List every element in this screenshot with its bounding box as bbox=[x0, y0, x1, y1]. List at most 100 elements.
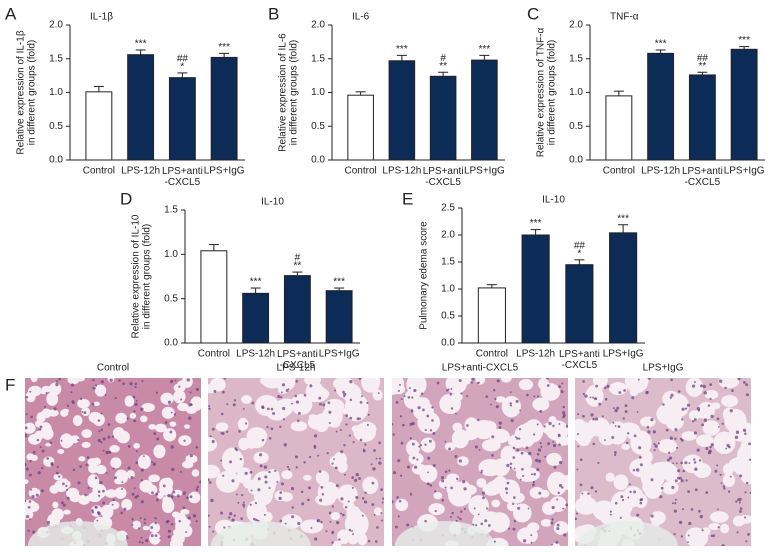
nucleus bbox=[277, 394, 281, 399]
nucleus bbox=[321, 492, 325, 496]
nucleus bbox=[373, 449, 376, 452]
nucleus bbox=[213, 389, 217, 393]
alveolus bbox=[78, 456, 86, 462]
nucleus bbox=[105, 450, 109, 455]
nucleus bbox=[526, 393, 529, 397]
nucleus bbox=[420, 392, 424, 396]
nucleus bbox=[427, 456, 431, 460]
nucleus bbox=[242, 407, 245, 410]
nucleus bbox=[284, 522, 287, 525]
nucleus bbox=[378, 461, 382, 465]
nucleus bbox=[697, 409, 701, 412]
nucleus bbox=[25, 499, 27, 503]
chart-title: IL-10 bbox=[261, 197, 284, 208]
nucleus bbox=[504, 487, 508, 491]
bar bbox=[605, 95, 633, 161]
alveolus bbox=[433, 492, 443, 500]
nucleus bbox=[143, 455, 145, 458]
nucleus bbox=[105, 471, 108, 474]
alveolus bbox=[722, 407, 736, 422]
nucleus bbox=[710, 443, 714, 447]
nucleus bbox=[485, 395, 489, 398]
alveolus bbox=[720, 523, 730, 534]
nucleus bbox=[268, 486, 271, 490]
alveolus bbox=[46, 392, 59, 406]
nucleus bbox=[102, 501, 106, 505]
nucleus bbox=[478, 448, 481, 451]
nucleus bbox=[208, 405, 211, 408]
nucleus bbox=[558, 423, 561, 425]
nucleus bbox=[130, 475, 134, 480]
nucleus bbox=[91, 402, 95, 406]
nucleus bbox=[543, 425, 546, 428]
alveolus bbox=[688, 410, 700, 421]
y-axis-label: in different groups (fold) bbox=[289, 40, 300, 145]
alveolus bbox=[310, 422, 321, 428]
x-tick-label: LPS+IgG bbox=[603, 349, 644, 360]
alveolus bbox=[162, 477, 174, 490]
bar bbox=[127, 54, 155, 161]
tissue bbox=[208, 378, 384, 546]
nucleus bbox=[170, 445, 174, 449]
nucleus bbox=[186, 496, 189, 500]
nucleus bbox=[647, 430, 651, 434]
nucleus bbox=[737, 378, 741, 381]
nucleus bbox=[716, 417, 720, 421]
alveolus bbox=[357, 533, 368, 546]
alveolus bbox=[315, 470, 330, 486]
nucleus bbox=[276, 481, 279, 484]
x-tick-label: Control bbox=[476, 349, 508, 360]
nucleus bbox=[25, 413, 28, 416]
nucleus bbox=[221, 390, 225, 394]
nucleus bbox=[424, 443, 427, 446]
nucleus bbox=[122, 382, 126, 386]
nucleus bbox=[748, 458, 751, 461]
nucleus bbox=[509, 391, 512, 394]
nucleus bbox=[208, 481, 212, 484]
nucleus bbox=[636, 513, 640, 517]
nucleus bbox=[367, 539, 371, 543]
nucleus bbox=[477, 513, 480, 516]
alveolus bbox=[29, 390, 37, 397]
nucleus bbox=[340, 497, 344, 501]
nucleus bbox=[111, 503, 114, 506]
alveolus bbox=[685, 527, 707, 546]
nucleus bbox=[252, 517, 256, 521]
nucleus bbox=[41, 449, 45, 453]
alveolus bbox=[141, 402, 155, 412]
nucleus bbox=[509, 462, 513, 466]
glass-area bbox=[394, 521, 495, 546]
nucleus bbox=[32, 530, 36, 534]
alveolus bbox=[87, 458, 98, 466]
nucleus bbox=[611, 436, 615, 440]
nucleus bbox=[614, 408, 618, 413]
nucleus bbox=[370, 463, 373, 466]
nucleus bbox=[509, 404, 512, 407]
alveolus bbox=[481, 439, 501, 452]
alveolus bbox=[361, 378, 381, 393]
nucleus bbox=[331, 531, 334, 535]
nucleus bbox=[674, 498, 677, 501]
alveolus bbox=[328, 420, 341, 428]
nucleus bbox=[451, 511, 454, 515]
nucleus bbox=[413, 465, 418, 469]
nucleus bbox=[233, 514, 236, 517]
histology-image bbox=[25, 378, 201, 546]
alveolus bbox=[48, 409, 59, 417]
nucleus bbox=[309, 455, 312, 459]
nucleus bbox=[195, 445, 199, 449]
nucleus bbox=[553, 465, 557, 469]
x-tick-label: LPS+anti -CXCL5 bbox=[423, 166, 464, 188]
alveolus bbox=[722, 473, 736, 488]
nucleus bbox=[318, 470, 322, 473]
alveolus bbox=[248, 430, 261, 442]
nucleus bbox=[716, 508, 719, 511]
x-tick-label: LPS-12h bbox=[382, 166, 421, 177]
nucleus bbox=[159, 537, 162, 540]
alveolus bbox=[456, 378, 473, 385]
alveolus bbox=[392, 384, 406, 395]
nucleus bbox=[513, 520, 516, 523]
nucleus bbox=[533, 395, 536, 398]
nucleus bbox=[748, 442, 751, 446]
